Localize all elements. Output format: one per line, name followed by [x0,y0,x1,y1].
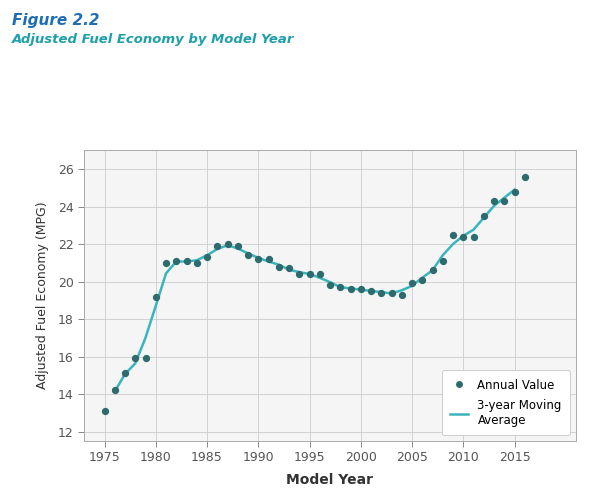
Point [325,281,335,289]
Point [376,289,386,297]
Point [100,407,109,415]
Point [120,369,130,377]
Point [264,255,274,263]
Point [172,257,181,265]
Point [438,257,448,265]
Point [253,255,263,263]
Point [151,293,161,301]
Point [161,259,171,267]
X-axis label: Model Year: Model Year [287,472,373,486]
Point [479,212,488,220]
Point [233,242,242,250]
Point [510,187,520,195]
Text: Figure 2.2: Figure 2.2 [12,13,100,28]
Text: Adjusted Fuel Economy by Model Year: Adjusted Fuel Economy by Model Year [12,33,295,46]
Y-axis label: Adjusted Fuel Economy (MPG): Adjusted Fuel Economy (MPG) [37,202,49,389]
Point [489,197,499,205]
Point [223,240,232,248]
Point [346,285,355,293]
Point [202,253,212,261]
Point [284,265,294,273]
Point [397,291,407,299]
Point [418,276,427,284]
Point [520,172,530,180]
Point [243,252,253,260]
Point [448,230,458,238]
Point [387,289,397,297]
Point [182,257,191,265]
Point [469,232,478,240]
Point [274,263,284,271]
Point [140,354,150,362]
Point [212,242,222,250]
Point [428,266,437,274]
Point [366,287,376,295]
Point [110,386,119,394]
Point [407,280,417,288]
Point [335,283,345,291]
Point [130,354,140,362]
Point [192,259,202,267]
Point [356,285,365,293]
Point [458,232,468,240]
Point [499,197,509,205]
Point [295,270,304,278]
Point [315,270,325,278]
Point [305,270,314,278]
Legend: Annual Value, 3-year Moving
Average: Annual Value, 3-year Moving Average [442,370,570,435]
